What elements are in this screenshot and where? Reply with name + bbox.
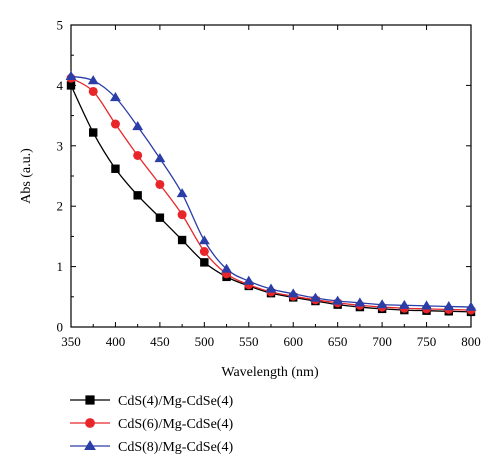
data-point [199,247,209,256]
data-point [133,191,142,200]
data-point [154,153,166,163]
legend-label: CdS(6)/Mg-CdSe(4) [118,417,233,432]
data-point [177,235,187,245]
y-tick-label: 0 [57,320,64,335]
x-tick-label: 800 [461,334,481,349]
plot-frame [70,24,472,328]
data-point [176,188,188,198]
x-tick-label: 500 [195,334,215,349]
data-point [200,258,209,267]
data-point [177,210,187,220]
data-point [133,150,143,160]
legend-marker [85,395,95,405]
x-axis-title: Wavelength (nm) [221,365,319,380]
data-point [265,283,277,293]
series-group [66,81,476,317]
data-point [221,263,232,273]
x-tick-label: 550 [239,334,259,349]
legend-label: CdS(8)/Mg-CdSe(4) [118,440,233,455]
data-point [421,300,432,310]
y-tick-label: 1 [57,259,64,274]
data-point [443,301,455,311]
data-point [332,295,344,305]
data-point [88,86,98,96]
y-tick-label: 3 [57,138,64,153]
legend-item: CdS(4)/Mg-CdSe(4) [70,394,233,409]
data-point [310,292,321,302]
legend-label: CdS(4)/Mg-CdSe(4) [118,394,233,409]
data-point [132,121,144,131]
legend-marker [84,440,96,450]
data-point [376,299,388,309]
y-tick-label: 5 [57,18,64,33]
x-tick-label: 600 [283,334,303,349]
y-axis-title: Abs (a.u.) [19,148,34,204]
data-point [87,75,99,85]
series-group [66,73,476,315]
legend-item: CdS(8)/Mg-CdSe(4) [70,440,233,455]
data-point [287,288,299,298]
legend-item: CdS(6)/Mg-CdSe(4) [70,417,233,432]
series-line [70,85,472,313]
x-tick-label: 700 [372,334,392,349]
data-point [111,164,120,173]
data-point [198,235,210,245]
y-tick-label: 2 [57,199,64,214]
data-point [465,301,477,311]
series-line [70,77,472,311]
data-point [110,119,120,129]
data-point [65,70,77,80]
x-tick-label: 450 [150,334,170,349]
legend: CdS(4)/Mg-CdSe(4) CdS(6)/Mg-CdSe(4) CdS(8)… [70,394,233,455]
data-point [155,213,165,222]
data-point [243,275,255,285]
series-line [70,75,472,308]
y-tick-label: 4 [57,78,64,93]
x-tick-label: 650 [328,334,348,349]
series-group [65,70,477,311]
x-tick-label: 350 [61,334,81,349]
x-tick-label: 750 [417,334,437,349]
data-point [398,299,410,309]
data-point [89,128,98,137]
legend-marker [85,418,95,428]
x-tick-label: 400 [106,334,126,349]
data-point [66,81,76,90]
data-point [354,297,366,307]
data-point [110,92,121,102]
data-point [155,179,165,189]
